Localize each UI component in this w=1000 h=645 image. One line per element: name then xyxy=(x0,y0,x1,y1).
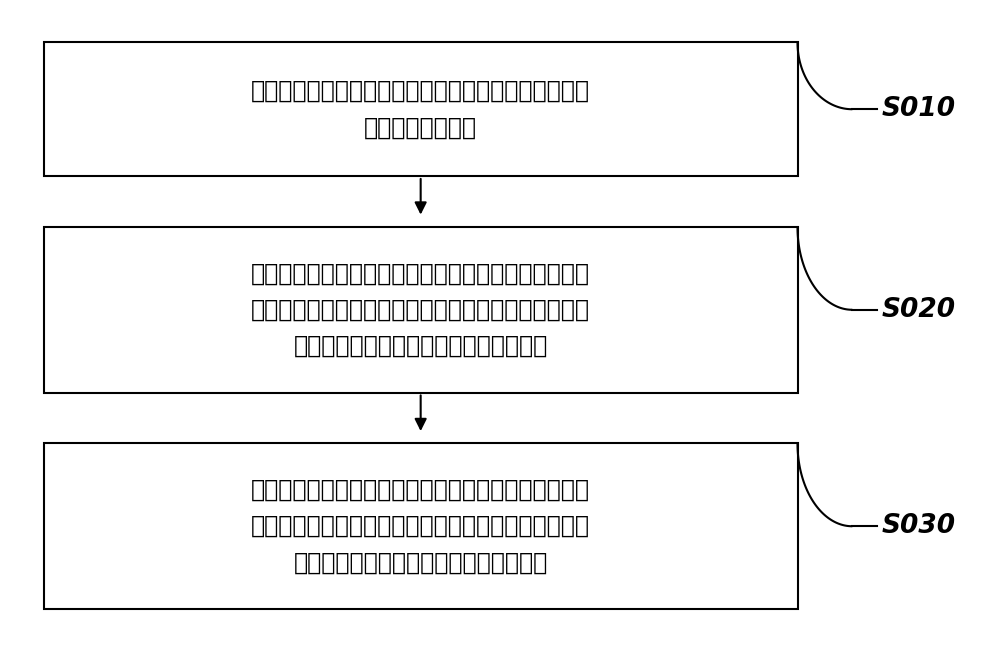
Bar xyxy=(44,227,798,393)
Bar xyxy=(44,444,798,609)
Text: 根据待写入数据和所述参考层的磁矩方向确定所述自由
层的最终磁矩方向: 根据待写入数据和所述参考层的磁矩方向确定所述自由 层的最终磁矩方向 xyxy=(251,79,590,139)
Text: 若所述最终磁矩方向为向上时，则沿逆时针方向确定输
入所述第一段电流的电极端输入端的下一个电极端输入
端为输入所述第二段电流的电极端输入端: 若所述最终磁矩方向为向上时，则沿逆时针方向确定输 入所述第一段电流的电极端输入端… xyxy=(251,478,590,575)
Text: S020: S020 xyxy=(882,297,956,322)
Text: S010: S010 xyxy=(882,96,956,122)
Text: S030: S030 xyxy=(882,513,956,539)
Bar xyxy=(44,43,798,176)
Text: 若所述最终磁矩方向为向下时，则沿顺时针方向确定输
入所述第一段电流的电极端输入端的下一个电极端输入
端为输入所述第二段电流的电极端输入端: 若所述最终磁矩方向为向下时，则沿顺时针方向确定输 入所述第一段电流的电极端输入端… xyxy=(251,261,590,358)
